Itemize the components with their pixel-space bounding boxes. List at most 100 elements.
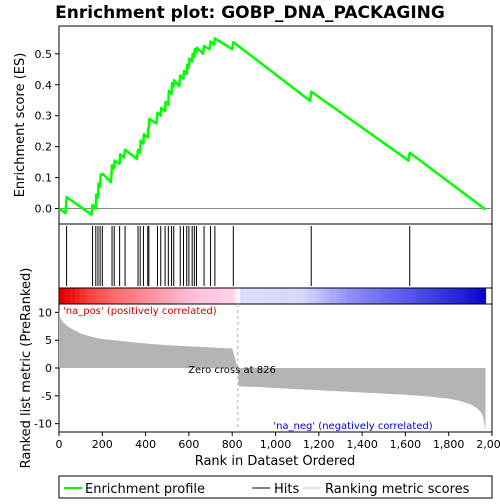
color-bar-segment bbox=[310, 288, 316, 304]
color-bar-segment bbox=[395, 288, 401, 304]
color-bar-segment bbox=[475, 288, 481, 304]
es-y-tick-label: 0.2 bbox=[35, 141, 53, 154]
color-bar-segment bbox=[336, 288, 342, 304]
color-bar-segment bbox=[347, 288, 353, 304]
color-bar-segment bbox=[406, 288, 412, 304]
color-bar-segment bbox=[331, 288, 337, 304]
color-bar-segment bbox=[240, 288, 246, 304]
color-bar-segment bbox=[411, 288, 417, 304]
color-bar-segment bbox=[75, 288, 81, 304]
color-bar-segment bbox=[155, 288, 161, 304]
color-bar-segment bbox=[443, 288, 449, 304]
color-bar-segment bbox=[139, 288, 145, 304]
x-tick-label: 2,000 bbox=[476, 438, 500, 451]
color-bar-segment bbox=[352, 288, 358, 304]
color-bar-segment bbox=[91, 288, 97, 304]
zero-cross-label: Zero cross at 826 bbox=[188, 365, 276, 376]
color-bar-segment bbox=[384, 288, 390, 304]
color-bar-segment bbox=[160, 288, 166, 304]
color-bar-segment bbox=[358, 288, 364, 304]
color-bar-segment bbox=[294, 288, 300, 304]
color-bar-segment bbox=[374, 288, 380, 304]
color-bar-segment bbox=[182, 288, 188, 304]
color-bar-segment bbox=[187, 288, 193, 304]
x-tick-label: 1,400 bbox=[346, 438, 378, 451]
color-bar-segment bbox=[251, 288, 257, 304]
es-y-tick-label: 0.1 bbox=[35, 172, 53, 185]
color-bar-segment bbox=[272, 288, 278, 304]
metric-y-axis-label: Ranked list metric (PreRanked) bbox=[19, 268, 34, 469]
color-bar-segment bbox=[150, 288, 156, 304]
legend-metric-label: Ranking metric scores bbox=[325, 482, 470, 497]
x-tick-label: 0 bbox=[56, 438, 63, 451]
x-tick-label: 1,600 bbox=[390, 438, 422, 451]
color-bar-segment bbox=[427, 288, 433, 304]
color-bar-segment bbox=[102, 288, 108, 304]
color-bar-segment bbox=[118, 288, 124, 304]
metric-y-tick-label: 5 bbox=[45, 334, 52, 347]
rank-color-bar bbox=[59, 288, 486, 304]
color-bar-segment bbox=[278, 288, 284, 304]
color-bar-segment bbox=[422, 288, 428, 304]
color-bar-segment bbox=[235, 288, 241, 304]
color-bar-segment bbox=[262, 288, 268, 304]
metric-y-tick-label: -5 bbox=[41, 390, 52, 403]
x-tick-label: 1,200 bbox=[303, 438, 335, 451]
es-y-tick-label: 0.5 bbox=[35, 48, 53, 61]
color-bar-segment bbox=[288, 288, 294, 304]
color-bar-segment bbox=[176, 288, 182, 304]
color-bar-segment bbox=[283, 288, 289, 304]
es-y-axis: 0.00.10.20.30.40.5 bbox=[35, 48, 60, 216]
color-bar-segment bbox=[315, 288, 321, 304]
color-bar-segment bbox=[198, 288, 204, 304]
legend-enrichment-label: Enrichment profile bbox=[85, 482, 205, 497]
color-bar-segment bbox=[144, 288, 150, 304]
hits-panel-frame bbox=[59, 224, 492, 288]
color-bar-segment bbox=[368, 288, 374, 304]
color-bar-segment bbox=[246, 288, 252, 304]
color-bar-segment bbox=[326, 288, 332, 304]
es-y-tick-label: 0.3 bbox=[35, 110, 53, 123]
color-bar-segment bbox=[166, 288, 172, 304]
es-panel-frame bbox=[59, 26, 492, 224]
x-tick-label: 1,000 bbox=[260, 438, 292, 451]
color-bar-segment bbox=[400, 288, 406, 304]
color-bar-segment bbox=[112, 288, 118, 304]
color-bar-segment bbox=[363, 288, 369, 304]
color-bar-segment bbox=[459, 288, 465, 304]
color-bar-segment bbox=[219, 288, 225, 304]
color-bar-segment bbox=[214, 288, 220, 304]
color-bar-segment bbox=[432, 288, 438, 304]
color-bar-segment bbox=[454, 288, 460, 304]
color-bar-segment bbox=[299, 288, 305, 304]
pos-correlation-label: 'na_pos' (positively correlated) bbox=[63, 306, 217, 317]
neg-correlation-label: 'na_neg' (negatively correlated) bbox=[273, 421, 432, 432]
color-bar-segment bbox=[230, 288, 236, 304]
es-y-tick-label: 0.0 bbox=[35, 203, 53, 216]
color-bar-segment bbox=[80, 288, 86, 304]
x-tick-label: 1,800 bbox=[433, 438, 465, 451]
color-bar-segment bbox=[96, 288, 102, 304]
color-bar-segment bbox=[59, 288, 65, 304]
x-tick-label: 400 bbox=[135, 438, 156, 451]
color-bar-segment bbox=[208, 288, 214, 304]
color-bar-segment bbox=[128, 288, 134, 304]
color-bar-segment bbox=[342, 288, 348, 304]
color-bar-segment bbox=[192, 288, 198, 304]
metric-y-tick-label: 10 bbox=[38, 306, 52, 319]
color-bar-segment bbox=[64, 288, 70, 304]
color-bar-segment bbox=[123, 288, 129, 304]
color-bar-segment bbox=[171, 288, 177, 304]
x-tick-label: 200 bbox=[92, 438, 113, 451]
color-bar-segment bbox=[267, 288, 273, 304]
es-y-axis-label: Enrichment score (ES) bbox=[13, 53, 28, 198]
color-bar-segment bbox=[107, 288, 113, 304]
x-axis-label: Rank in Dataset Ordered bbox=[195, 454, 356, 469]
metric-y-tick-label: 0 bbox=[45, 362, 52, 375]
color-bar-segment bbox=[256, 288, 262, 304]
legend-hits-label: Hits bbox=[274, 482, 299, 497]
